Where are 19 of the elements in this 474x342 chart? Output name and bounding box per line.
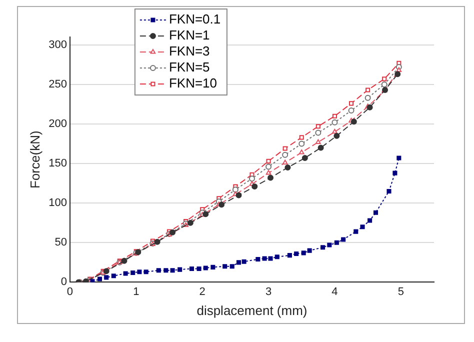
x-tick-label: 5 (398, 286, 404, 298)
y-tick-label: 250 (48, 78, 67, 90)
legend-label: FKN=0.1 (168, 12, 221, 27)
legend-label: FKN=10 (168, 76, 218, 91)
x-axis-title: displacement (mm) (196, 302, 308, 318)
y-tick-label: 150 (48, 158, 67, 170)
y-tick-label: 100 (48, 197, 67, 210)
y-tick-label: 0 (60, 276, 67, 288)
x-tick-label: 3 (265, 286, 272, 298)
legend-label: FKN=5 (168, 60, 210, 75)
y-tick-label: 50 (54, 236, 67, 249)
x-tick-label: 4 (332, 286, 338, 298)
legend-label: FKN=1 (168, 28, 210, 43)
y-tick-label: 200 (48, 118, 67, 130)
x-tick-label: 1 (133, 286, 140, 298)
y-tick-label: 300 (48, 38, 67, 51)
x-tick-label: 2 (199, 286, 206, 298)
y-axis-title: Force(kN) (27, 130, 42, 188)
legend-label: FKN=3 (168, 44, 210, 59)
